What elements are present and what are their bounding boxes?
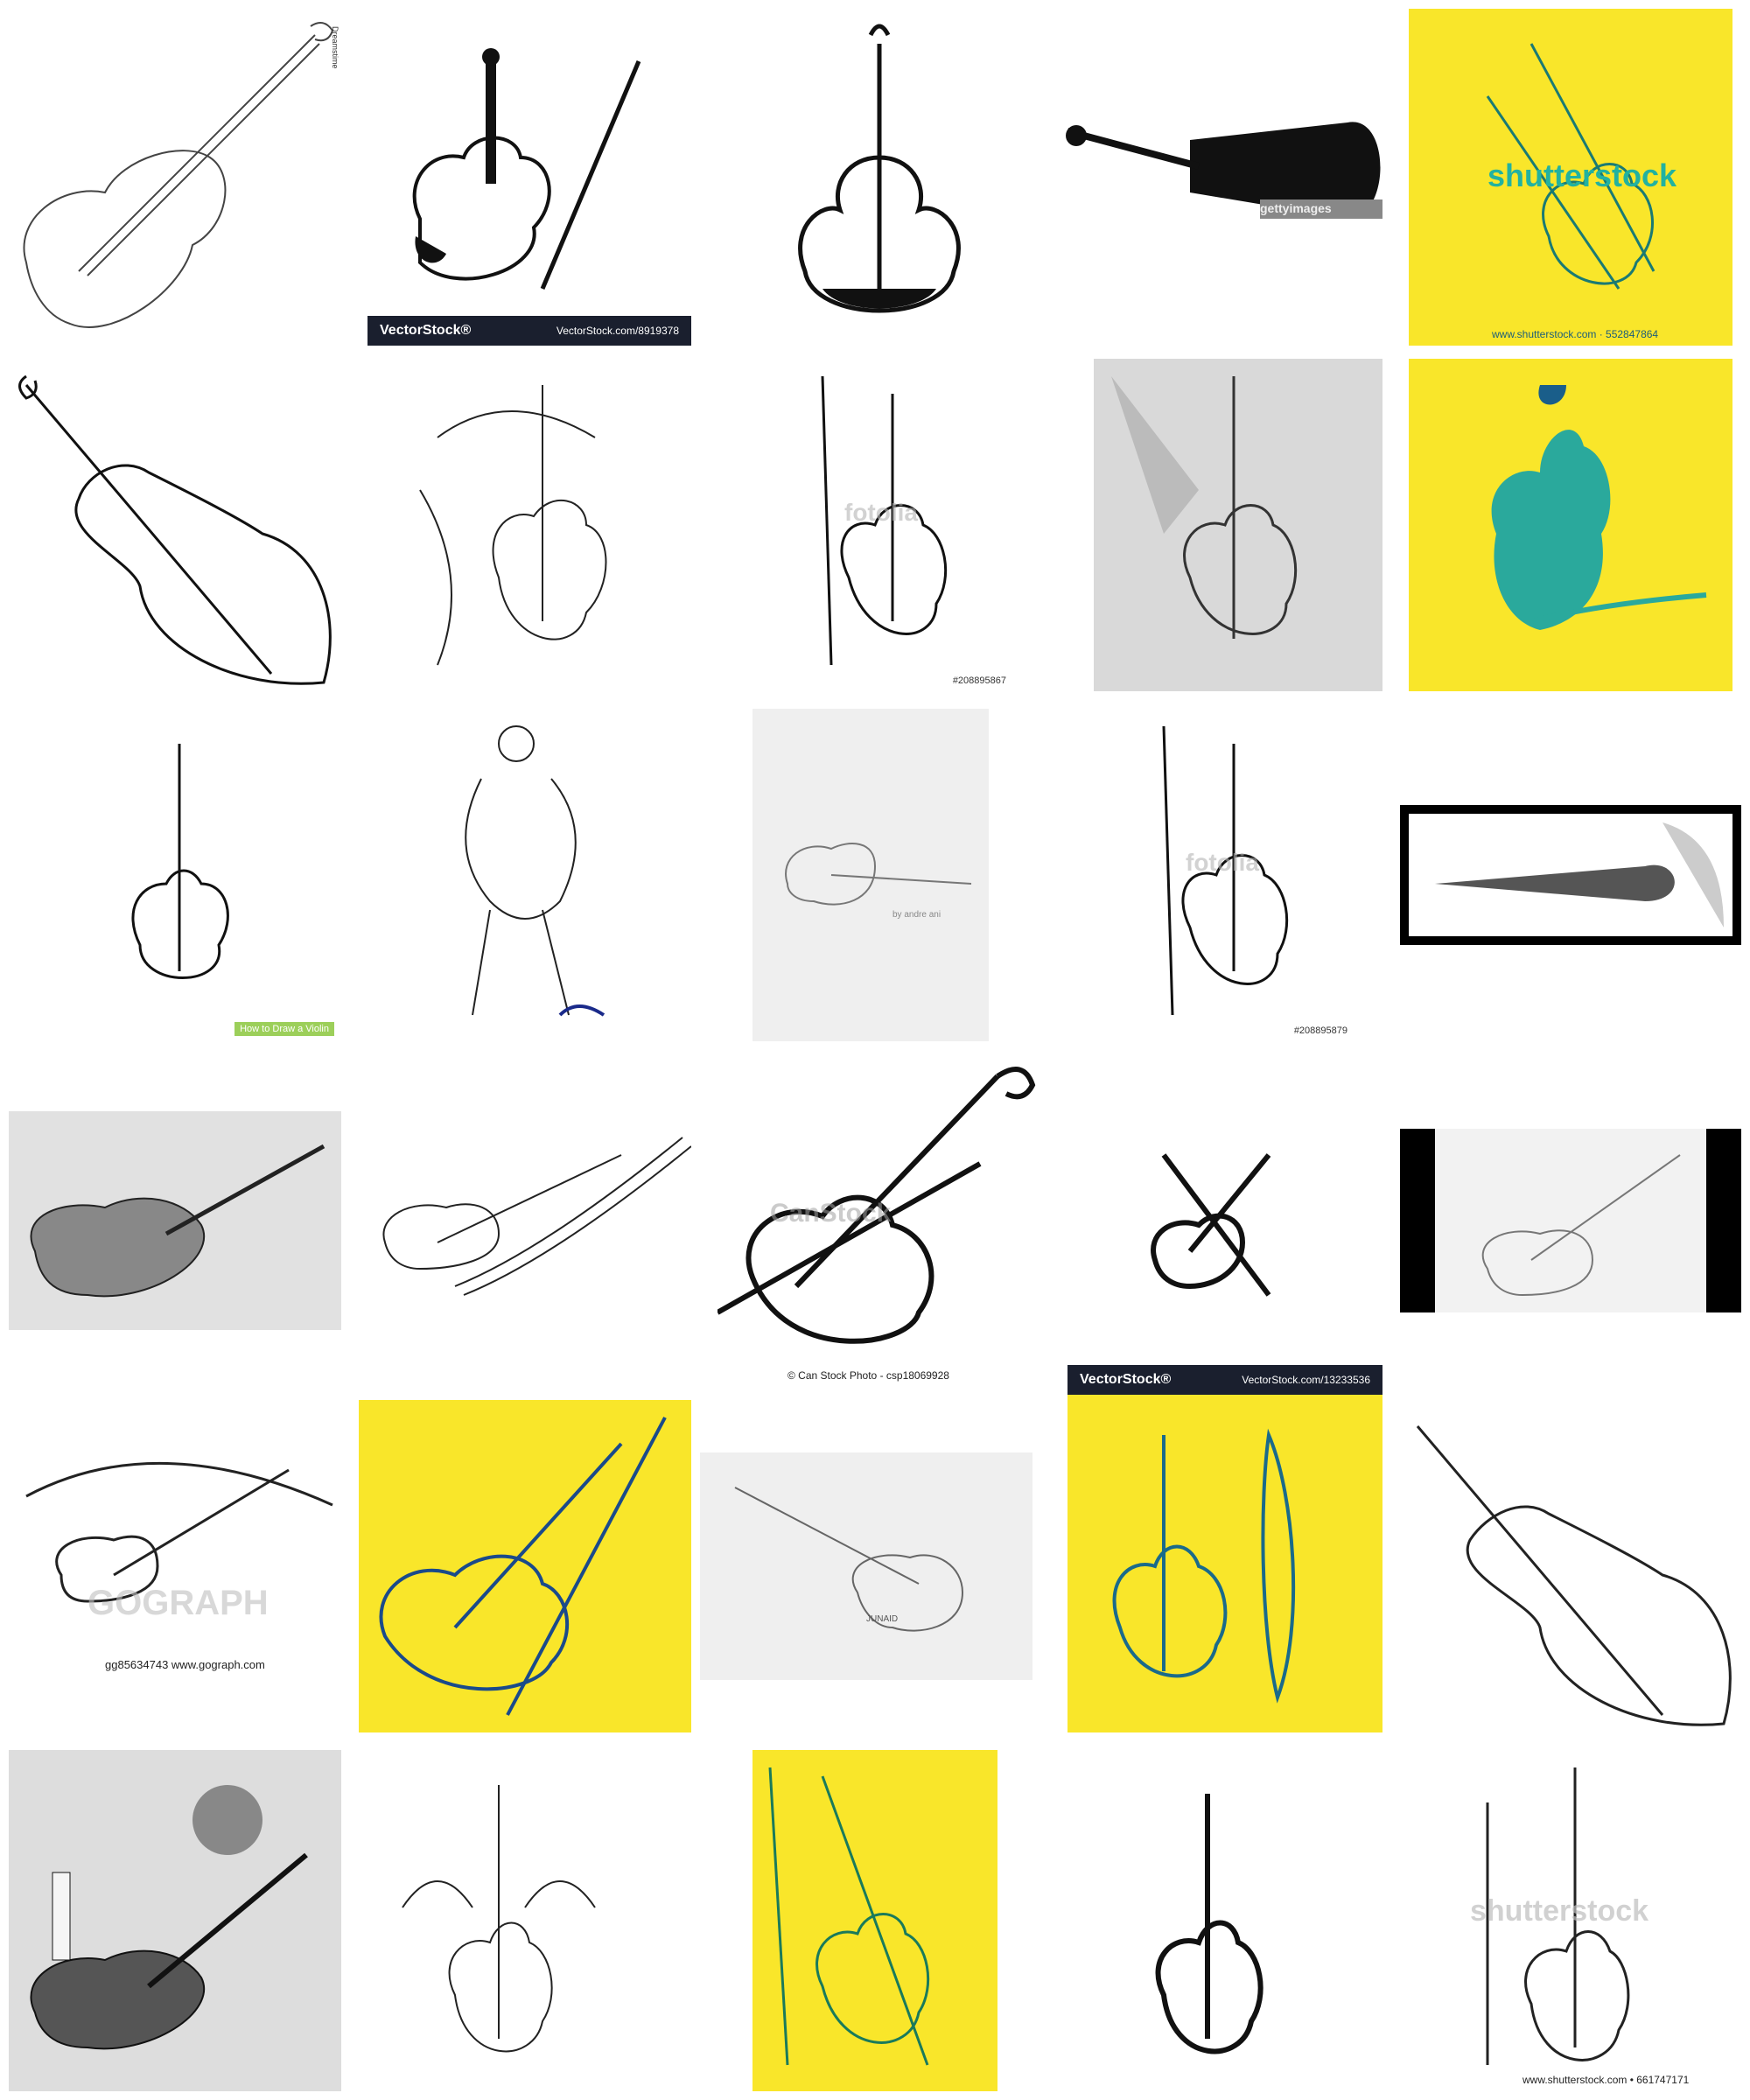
violin-image xyxy=(9,1111,341,1330)
violin-image xyxy=(1112,1428,1296,1704)
vectorstock-url: VectorStock.com/13233536 xyxy=(1242,1374,1370,1386)
violin-image xyxy=(821,375,948,666)
violin-image xyxy=(1155,1794,1264,2054)
violin-image xyxy=(18,374,332,685)
tile-violinist-framed-drawing[interactable] xyxy=(1400,805,1741,945)
violin-image xyxy=(1435,822,1724,928)
violin-image xyxy=(785,843,972,906)
vectorstock-bar: VectorStock® VectorStock.com/8919378 xyxy=(368,316,691,346)
violin-image xyxy=(1435,1129,1706,1312)
violin-image xyxy=(798,24,961,313)
violin-image xyxy=(379,1417,667,1716)
sketch-signature: by andre ani xyxy=(892,910,942,920)
tile-violin-paper-sketch[interactable]: by andre ani xyxy=(752,709,989,1041)
tile-cellist-sketch[interactable] xyxy=(368,709,691,1041)
violin-image xyxy=(768,1767,930,2066)
how-to-badge: How to Draw a Violin xyxy=(234,1022,334,1036)
tile-watercolor-violin-yellow[interactable] xyxy=(1409,359,1732,691)
tile-violin-candle-still-life[interactable] xyxy=(9,1750,341,2091)
canstock-caption: © Can Stock Photo - csp18069928 xyxy=(788,1369,949,1382)
junaid-signature: JUNAID xyxy=(866,1614,899,1624)
vectorstock-bar: VectorStock® VectorStock.com/13233536 xyxy=(1068,1365,1382,1395)
shutterstock-caption: www.shutterstock.com • 661747171 xyxy=(1522,2074,1690,2086)
tile-violin-with-bow-vectorstock[interactable]: VectorStock® VectorStock.com/8919378 xyxy=(368,9,691,346)
tile-shutterstock-yellow-violin[interactable]: shutterstock www.shutterstock.com · 5528… xyxy=(1409,9,1732,346)
tile-sketch-upright-violin[interactable] xyxy=(718,9,1041,346)
violin-image xyxy=(1416,1425,1732,1726)
violin-image xyxy=(25,1461,333,1603)
tile-realistic-violin-pencil[interactable] xyxy=(9,1111,341,1330)
tile-fotolia-violin-bow[interactable]: fotolia #208895867 xyxy=(718,359,1041,691)
tile-canstock-violin[interactable]: CanStock © Can Stock Photo - csp18069928 xyxy=(718,1050,1041,1387)
violin-image xyxy=(734,1487,964,1632)
violin-image xyxy=(1162,725,1289,1016)
fotolia-id: #208895879 xyxy=(1293,1026,1348,1036)
vectorstock-url: VectorStock.com/8919378 xyxy=(556,325,679,337)
violin-image xyxy=(1486,1768,1630,2065)
violin-image xyxy=(382,1137,691,1296)
tile-gograph-violin[interactable]: GOGRAPH gg85634743 www.gograph.com xyxy=(9,1400,341,1689)
side-credit: Dreamstime xyxy=(331,26,340,69)
violin-image xyxy=(131,744,229,979)
violin-image xyxy=(718,1067,1036,1344)
tile-violin-silhouette-gettyimages[interactable]: gettyimages xyxy=(1059,9,1400,346)
tile-violin-music-staff[interactable] xyxy=(368,1111,691,1330)
violin-image xyxy=(9,1750,341,2091)
image-frame xyxy=(1400,805,1741,945)
tile-violin-music-notes-tattoo[interactable] xyxy=(368,359,691,691)
tile-yellow-violin-bow-sketch[interactable] xyxy=(359,1400,691,1732)
vectorstock-logo: VectorStock® xyxy=(1080,1372,1172,1387)
violin-image xyxy=(402,1785,596,2053)
tile-violin-outline-2[interactable] xyxy=(1400,1400,1741,1732)
violin-image xyxy=(412,48,641,290)
shutterstock-caption: www.shutterstock.com · 552847864 xyxy=(1492,328,1659,340)
gograph-caption: gg85634743 www.gograph.com xyxy=(105,1658,265,1671)
tile-vectorstock-violin-front-side[interactable]: VectorStock® VectorStock.com/13233536 xyxy=(1068,1365,1382,1732)
tile-yellow-violin-green-lines[interactable] xyxy=(752,1750,998,2091)
tile-violin-outline-drawing[interactable]: Dreamstime xyxy=(9,9,341,346)
fotolia-id: #208895867 xyxy=(952,676,1006,686)
tile-violin-outline-closeup[interactable] xyxy=(9,359,341,691)
violin-image xyxy=(23,22,334,328)
tile-fotolia-violin-bow-2[interactable]: fotolia #208895879 xyxy=(1059,709,1382,1041)
violin-image xyxy=(419,385,607,666)
tile-violin-scan-black-borders[interactable] xyxy=(1400,1129,1741,1312)
tile-bold-violin-sketch[interactable] xyxy=(1076,1750,1365,2091)
tile-how-to-draw-violin[interactable]: How to Draw a Violin xyxy=(9,709,341,1041)
tile-violin-icon-cross-bow[interactable] xyxy=(1094,1111,1356,1330)
violin-image xyxy=(465,725,606,1017)
violin-image xyxy=(1491,385,1707,630)
tile-pencil-violin-sketch[interactable] xyxy=(1094,359,1382,691)
tile-shutterstock-violin-bow[interactable]: shutterstock www.shutterstock.com • 6617… xyxy=(1400,1750,1741,2091)
violin-image xyxy=(1151,1153,1271,1297)
violin-image xyxy=(1066,122,1382,219)
vectorstock-logo: VectorStock® xyxy=(380,323,472,338)
tile-violin-music-notes-junaid[interactable]: JUNAID xyxy=(700,1452,1032,1680)
violin-image xyxy=(1486,43,1656,290)
violin-image xyxy=(1094,359,1382,691)
tile-violin-floral-ornament[interactable] xyxy=(368,1750,639,2091)
